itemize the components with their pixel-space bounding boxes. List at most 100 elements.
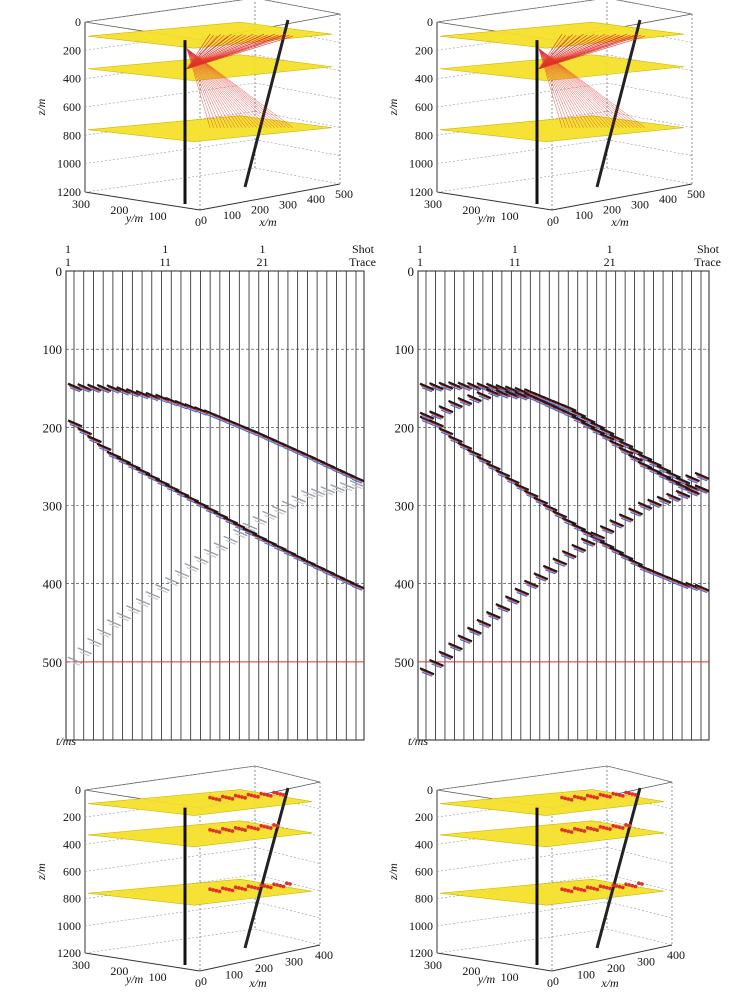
event-wavelet [186, 566, 197, 573]
ray-path [538, 34, 563, 69]
z-gridline [254, 139, 341, 156]
event-wavelet [600, 435, 614, 442]
event-wavelet [439, 653, 453, 659]
t-axis-label: t/ms [408, 734, 428, 748]
fault-line [595, 787, 642, 949]
y-tick-label: 0 [195, 215, 201, 229]
event-wavelet [637, 453, 653, 462]
event-wavelet [647, 498, 663, 507]
event-wavelet [675, 476, 691, 485]
event-wavelet [696, 488, 708, 494]
ray-path [538, 48, 620, 128]
event-wavelet [184, 562, 199, 571]
reflection-point [640, 882, 644, 886]
shot-axis-label: Shot [697, 242, 720, 256]
event-wavelet [496, 471, 510, 478]
floor-x-edge [199, 944, 321, 972]
reflection-point [560, 887, 564, 892]
shot-tick-label: 1 [65, 242, 71, 256]
event-wavelet [244, 526, 256, 532]
event-wavelet [571, 522, 587, 532]
event-wavelet [572, 546, 585, 553]
event-wavelet [430, 422, 443, 428]
event-wavelet [254, 520, 265, 526]
ray-path [538, 48, 581, 128]
event-wavelet [98, 388, 110, 394]
event-wavelet [322, 571, 334, 577]
event-wavelet [67, 419, 83, 428]
reflection-point [605, 885, 609, 890]
ray-path [186, 34, 211, 69]
reflection-point [275, 883, 280, 887]
z-gridline [606, 82, 693, 100]
reflection-point [246, 884, 251, 889]
event-wavelet [322, 490, 334, 496]
reflection-point [585, 826, 590, 830]
ray-path [538, 48, 566, 128]
t-tick-label: 300 [395, 499, 415, 514]
event-wavelet [561, 409, 577, 418]
event-wavelet [421, 671, 433, 677]
shot-tick-label: 1 [417, 242, 423, 256]
t-tick-label: 300 [43, 499, 63, 514]
event-wavelet [96, 628, 112, 636]
event-wavelet [611, 523, 622, 529]
reflection-point [214, 797, 219, 801]
reflection-point [288, 882, 292, 886]
event-wavelet [429, 410, 444, 419]
floor-x-edge [199, 183, 341, 211]
reflection-point [278, 792, 283, 796]
reflection-point [595, 887, 599, 892]
event-wavelet [487, 465, 500, 471]
reflection-point [262, 824, 267, 829]
reflection-point [614, 884, 619, 888]
ray-path [538, 33, 638, 70]
event-wavelet [544, 506, 557, 512]
event-wavelet [233, 529, 248, 537]
reflection-point [579, 828, 583, 833]
event-wavelet [176, 404, 188, 410]
shot-tick-label: 1 [607, 242, 613, 256]
event-wavelet [340, 482, 355, 490]
reflection-point [275, 791, 280, 796]
x-axis-label: x/m [600, 976, 619, 990]
y-tick-label: 300 [72, 958, 90, 972]
event-wavelet [506, 392, 519, 399]
z-tick-label: 400 [63, 72, 81, 86]
event-wavelet [687, 478, 698, 484]
event-wavelet [440, 654, 452, 661]
event-wavelet [629, 509, 642, 516]
event-wavelet [164, 483, 180, 492]
event-wavelet [553, 512, 566, 519]
y-tick-label: 0 [547, 976, 553, 990]
event-wavelet [628, 507, 644, 516]
reflection-point [221, 886, 225, 891]
event-wavelet [485, 610, 501, 619]
z-tick-label: 1200 [57, 185, 81, 199]
event-wavelet [349, 479, 365, 488]
ray-path [538, 33, 595, 70]
event-wavelet [273, 509, 285, 515]
event-wavelet [312, 566, 324, 573]
reflection-point [627, 883, 631, 887]
trace-tick-label: 1 [65, 255, 71, 269]
reflection-point [230, 829, 235, 833]
event-wavelet [68, 422, 82, 428]
event-wavelet [147, 595, 159, 601]
event-wavelet [440, 409, 452, 415]
event-wavelet [293, 557, 304, 563]
reflection-point [221, 827, 225, 831]
event-wavelet [534, 574, 547, 581]
event-wavelet [157, 588, 168, 594]
event-wavelet [438, 427, 454, 436]
event-wavelet [618, 440, 634, 449]
event-wavelet [609, 433, 625, 442]
ray-path [186, 48, 229, 128]
y-tick-label: 100 [501, 209, 519, 223]
reflection-point [589, 794, 593, 799]
ray-path [538, 34, 599, 70]
ray-path [186, 48, 247, 128]
event-wavelet [696, 476, 708, 482]
event-wavelet [185, 405, 198, 412]
event-wavelet [203, 548, 219, 557]
